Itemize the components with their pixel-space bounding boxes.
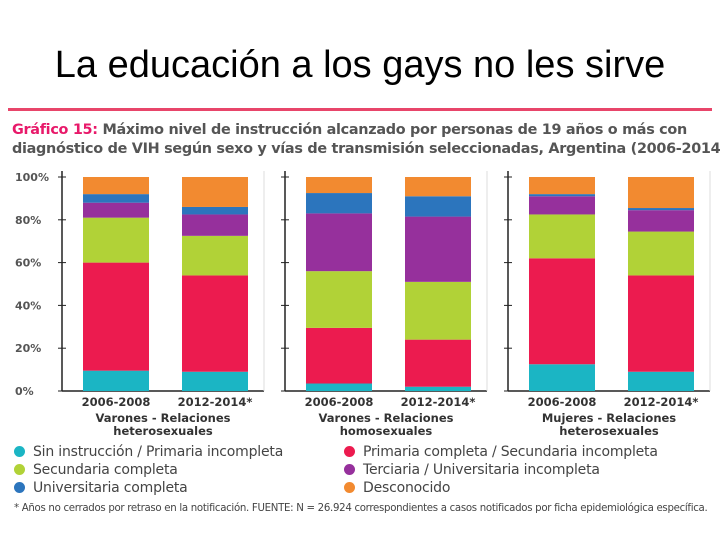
slide-title: La educación a los gays no les sirve bbox=[54, 44, 666, 86]
y-tick-label: 20% bbox=[15, 342, 41, 355]
legend-swatch bbox=[344, 464, 355, 475]
legend-label: Sin instrucción / Primaria incompleta bbox=[33, 444, 284, 460]
chart-title: Gráfico 15: Máximo nivel de instrucción … bbox=[12, 121, 720, 159]
bar-segment bbox=[529, 258, 595, 365]
bar-category-label: 2006-2008 bbox=[305, 395, 374, 409]
y-tick-label: 80% bbox=[15, 214, 41, 227]
bar-segment bbox=[83, 262, 149, 371]
bar-segment bbox=[405, 177, 471, 197]
chart-title-line-2: diagnóstico de VIH según sexo y vías de … bbox=[12, 141, 720, 157]
bar-segment bbox=[306, 271, 372, 328]
bar-segment bbox=[182, 235, 248, 276]
bar-segment bbox=[529, 194, 595, 197]
legend-item-secundaria-completa: Secundaria completa bbox=[14, 462, 178, 478]
y-tick-label: 100% bbox=[15, 171, 49, 184]
legend-label: Terciaria / Universitaria incompleta bbox=[363, 462, 600, 478]
bar-segment bbox=[405, 339, 471, 387]
bar-segment bbox=[405, 281, 471, 340]
bar-segment bbox=[83, 177, 149, 195]
bar-segment bbox=[306, 213, 372, 272]
chart-legend: Sin instrucción / Primaria incompleta Pr… bbox=[14, 444, 714, 500]
legend-item-desconocido: Desconocido bbox=[344, 480, 450, 496]
chart-title-prefix: Gráfico 15: bbox=[12, 122, 98, 138]
group-label: Varones - Relaciones bbox=[95, 411, 230, 425]
bar-segment bbox=[182, 214, 248, 236]
legend-label: Secundaria completa bbox=[33, 462, 178, 478]
group-label: heterosexuales bbox=[113, 424, 213, 438]
bar-segment bbox=[529, 177, 595, 195]
bar-category-label: 2012-2014* bbox=[401, 395, 476, 409]
legend-item-universitaria-completa: Universitaria completa bbox=[14, 480, 188, 496]
group-label: heterosexuales bbox=[559, 424, 659, 438]
bar-segment bbox=[182, 177, 248, 207]
legend-item-primaria-completa: Primaria completa / Secundaria incomplet… bbox=[344, 444, 658, 460]
legend-label: Desconocido bbox=[363, 480, 451, 496]
bar-category-label: 2012-2014* bbox=[624, 395, 699, 409]
legend-swatch bbox=[14, 482, 25, 493]
bar-segment bbox=[628, 177, 694, 209]
bar-category-label: 2006-2008 bbox=[528, 395, 597, 409]
bar-segment bbox=[306, 327, 372, 384]
y-tick-label: 40% bbox=[15, 299, 41, 312]
bar-segment bbox=[83, 370, 149, 391]
bar-segment bbox=[529, 214, 595, 259]
legend-swatch bbox=[14, 464, 25, 475]
bar-segment bbox=[628, 231, 694, 276]
bar-segment bbox=[306, 383, 372, 391]
bar-segment bbox=[628, 275, 694, 372]
bar-segment bbox=[306, 193, 372, 214]
chart-title-line-1: Gráfico 15: Máximo nivel de instrucción … bbox=[12, 121, 712, 140]
group-label: Mujeres - Relaciones bbox=[542, 411, 676, 425]
legend-item-terciaria: Terciaria / Universitaria incompleta bbox=[344, 462, 600, 478]
bar-category-label: 2006-2008 bbox=[82, 395, 151, 409]
bar-segment bbox=[405, 386, 471, 391]
group-label: Varones - Relaciones bbox=[318, 411, 453, 425]
y-tick-label: 0% bbox=[15, 385, 34, 398]
bar-segment bbox=[182, 275, 248, 372]
legend-swatch bbox=[344, 482, 355, 493]
bar-segment bbox=[529, 364, 595, 391]
bar-segment bbox=[405, 196, 471, 217]
legend-item-sin-instruccion: Sin instrucción / Primaria incompleta bbox=[14, 444, 283, 460]
bar-category-label: 2012-2014* bbox=[178, 395, 253, 409]
bar-segment bbox=[628, 371, 694, 391]
bar-segment bbox=[405, 216, 471, 282]
bar-segment bbox=[83, 217, 149, 263]
bar-segment bbox=[182, 371, 248, 391]
bar-segment bbox=[306, 177, 372, 194]
footnote: * Años no cerrados por retraso en la not… bbox=[14, 503, 708, 514]
y-tick-label: 60% bbox=[15, 257, 41, 270]
bar-segment bbox=[182, 206, 248, 215]
bar-segment bbox=[83, 194, 149, 203]
title-divider bbox=[8, 108, 712, 111]
bar-segment bbox=[628, 208, 694, 211]
legend-swatch bbox=[344, 446, 355, 457]
chart-title-line-1-text: Máximo nivel de instrucción alcanzado po… bbox=[97, 122, 687, 138]
bar-segment bbox=[83, 202, 149, 218]
legend-swatch bbox=[14, 446, 25, 457]
bar-segment bbox=[529, 196, 595, 215]
legend-label: Primaria completa / Secundaria incomplet… bbox=[363, 444, 658, 460]
legend-label: Universitaria completa bbox=[33, 480, 188, 496]
bar-segment bbox=[628, 210, 694, 232]
stacked-bar-chart: 0% 20% 40% 60% 80% 100% 2006-2008 2012-2014* Var… bbox=[15, 171, 711, 438]
group-label: homosexuales bbox=[340, 424, 433, 438]
